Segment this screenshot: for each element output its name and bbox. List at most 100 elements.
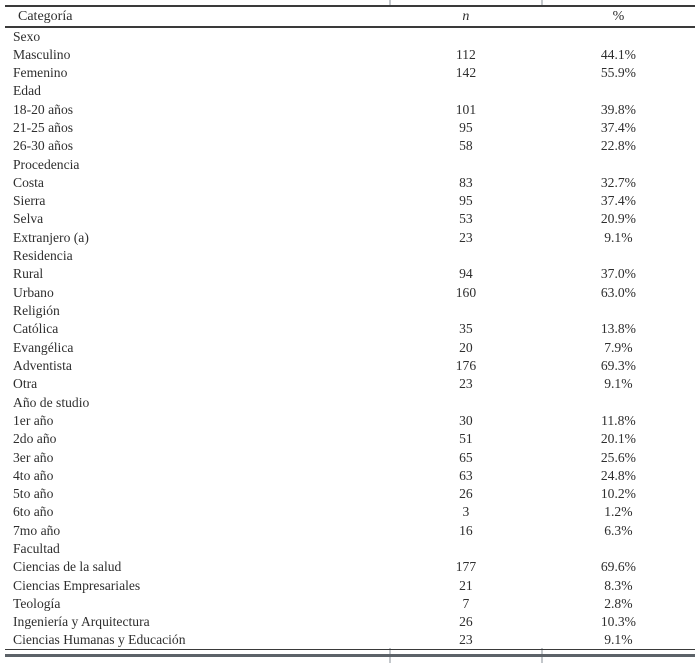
table-row: 7mo año 16 6.3% <box>5 521 695 539</box>
table-row: 26-30 años 58 22.8% <box>5 137 695 155</box>
n-cell: 23 <box>459 632 473 648</box>
n-cell <box>390 247 542 265</box>
table-row: Residencia <box>5 247 695 265</box>
table-row: Ciencias de la salud 177 69.6% <box>5 558 695 576</box>
category-cell: Católica <box>13 321 59 337</box>
n-cell: 53 <box>459 211 473 227</box>
table-row: Ciencias Empresariales 21 8.3% <box>5 576 695 594</box>
category-cell: Religión <box>13 303 60 319</box>
percent-cell <box>542 27 695 45</box>
category-cell: Rural <box>13 266 44 282</box>
table-row: Otra 23 9.1% <box>5 375 695 393</box>
category-cell: Facultad <box>13 541 60 557</box>
n-cell: 95 <box>459 119 473 135</box>
n-cell: 176 <box>455 357 477 373</box>
n-cell: 160 <box>455 284 477 300</box>
table-row: 2do año 51 20.1% <box>5 430 695 448</box>
n-cell: 142 <box>455 64 477 80</box>
category-cell: 7mo año <box>13 522 61 538</box>
n-cell <box>390 540 542 558</box>
category-cell: Extranjero (a) <box>13 229 89 245</box>
category-cell: Ciencias de la salud <box>13 559 122 575</box>
category-cell: Femenino <box>13 64 68 80</box>
percent-cell: 2.8% <box>604 596 633 612</box>
table-row: Rural 94 37.0% <box>5 265 695 283</box>
table-bottom-rule <box>5 654 695 658</box>
category-cell: Evangélica <box>13 339 74 355</box>
n-cell: 21 <box>459 577 473 593</box>
table-row: Sierra 95 37.4% <box>5 192 695 210</box>
table-row: Religión <box>5 302 695 320</box>
percent-cell: 22.8% <box>600 138 636 154</box>
table-row: Adventista 176 69.3% <box>5 357 695 375</box>
table-row: Año de studio <box>5 393 695 411</box>
n-cell <box>390 82 542 100</box>
category-cell: Costa <box>13 174 44 190</box>
percent-cell: 37.0% <box>600 266 636 282</box>
column-border-tick-top-left <box>389 0 391 6</box>
table-row: 3er año 65 25.6% <box>5 448 695 466</box>
n-cell: 83 <box>459 174 473 190</box>
category-cell: Procedencia <box>13 156 80 172</box>
category-cell: Selva <box>13 211 44 227</box>
percent-cell: 6.3% <box>604 522 633 538</box>
frequency-table: Categoría n % Sexo Masculino 112 44.1% F… <box>5 5 695 650</box>
n-cell: 30 <box>459 412 473 428</box>
percent-cell: 25.6% <box>600 449 636 465</box>
column-border-tick-top-right <box>541 0 543 6</box>
n-cell: 94 <box>459 266 473 282</box>
percent-cell: 13.8% <box>600 321 636 337</box>
percent-cell <box>542 247 695 265</box>
header-percent: % <box>541 5 695 28</box>
percent-cell: 37.4% <box>600 193 636 209</box>
category-cell: Ciencias Humanas y Educación <box>13 632 186 648</box>
category-cell: 6to año <box>13 504 54 520</box>
percent-cell: 10.2% <box>600 486 636 502</box>
percent-cell: 69.3% <box>600 357 636 373</box>
percent-cell: 8.3% <box>604 577 633 593</box>
percent-cell: 39.8% <box>600 101 636 117</box>
category-cell: Residencia <box>13 248 73 264</box>
table-row: 21-25 años 95 37.4% <box>5 119 695 137</box>
category-cell: 21-25 años <box>13 119 74 135</box>
table-row: Católica 35 13.8% <box>5 320 695 338</box>
n-cell: 58 <box>459 138 473 154</box>
category-cell: Teología <box>13 596 61 612</box>
table-row: Procedencia <box>5 155 695 173</box>
percent-cell: 9.1% <box>604 632 633 648</box>
n-cell: 7 <box>462 596 470 612</box>
table-row: Extranjero (a) 23 9.1% <box>5 228 695 246</box>
n-cell: 16 <box>459 522 473 538</box>
percent-cell: 20.1% <box>600 431 636 447</box>
percent-cell: 55.9% <box>600 64 636 80</box>
table-row: Sexo <box>5 27 695 45</box>
percent-cell: 9.1% <box>604 229 633 245</box>
category-cell: 5to año <box>13 486 54 502</box>
frequency-table-sheet: Categoría n % Sexo Masculino 112 44.1% F… <box>5 0 695 663</box>
table-row: Selva 53 20.9% <box>5 210 695 228</box>
table-row: Evangélica 20 7.9% <box>5 338 695 356</box>
percent-cell: 63.0% <box>600 284 636 300</box>
n-cell <box>390 302 542 320</box>
table-row: Costa 83 32.7% <box>5 174 695 192</box>
category-cell: Otra <box>13 376 38 392</box>
percent-cell: 69.6% <box>600 559 636 575</box>
n-cell: 112 <box>455 46 476 62</box>
n-cell: 51 <box>459 431 473 447</box>
percent-cell <box>542 155 695 173</box>
n-cell: 3 <box>462 504 470 520</box>
table-row: Facultad <box>5 540 695 558</box>
category-cell: Ingeniería y Arquitectura <box>13 614 150 630</box>
n-cell: 95 <box>459 193 473 209</box>
header-row: Categoría n % <box>5 5 695 28</box>
percent-cell: 20.9% <box>600 211 636 227</box>
percent-cell <box>542 82 695 100</box>
percent-cell: 9.1% <box>604 376 633 392</box>
n-cell <box>390 155 542 173</box>
category-cell: Masculino <box>13 46 71 62</box>
percent-cell <box>542 302 695 320</box>
percent-cell: 32.7% <box>600 174 636 190</box>
category-cell: 18-20 años <box>13 101 74 117</box>
table-row: 5to año 26 10.2% <box>5 485 695 503</box>
n-cell: 65 <box>459 449 473 465</box>
